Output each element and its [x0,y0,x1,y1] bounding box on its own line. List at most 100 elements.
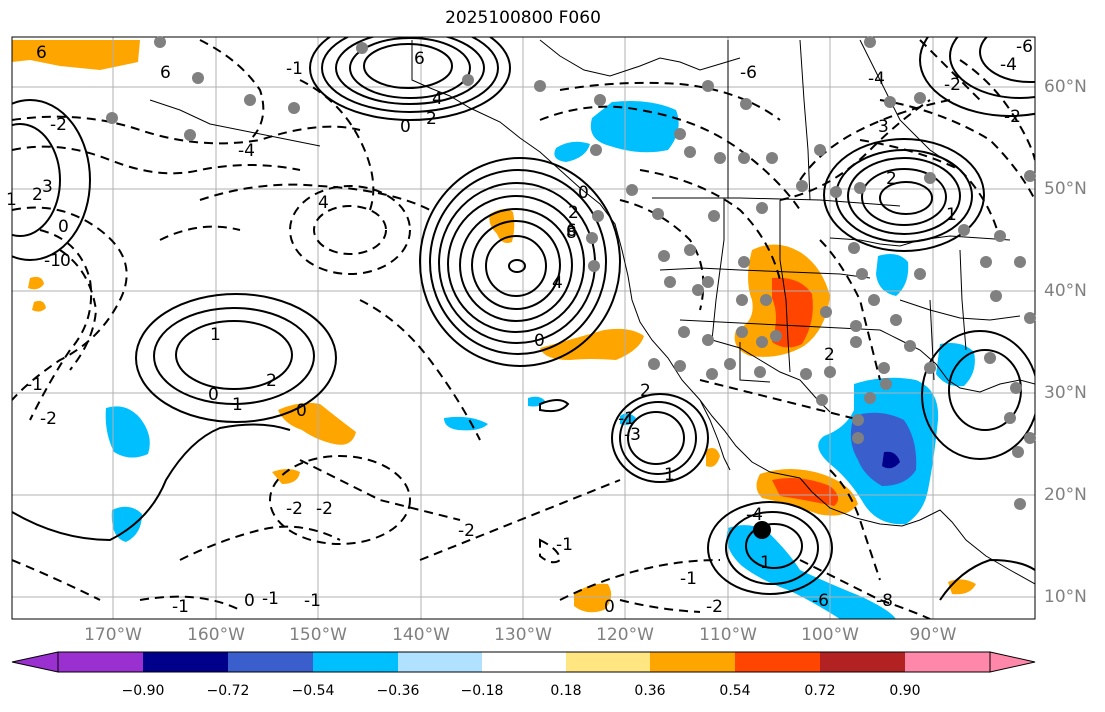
lon-label-140w: 140°W [392,625,450,645]
contour-label: 6 [566,221,577,241]
station-dot [626,184,638,196]
contour-label: 2 [824,345,835,365]
station-dot [736,326,748,338]
station-dot [714,152,726,164]
station-dot [288,102,300,114]
colorbar-tick-label: 0.72 [804,683,836,699]
station-dot [534,80,546,92]
station-dot [1004,412,1016,424]
station-dot [904,340,916,352]
lon-label-170w: 170°W [84,625,142,645]
station-dot [706,368,718,380]
colorbar-segment [143,652,228,672]
lat-label-60n: 60°N [1044,77,1087,97]
contour-label: -6 [1016,37,1033,57]
colorbar-tick-label: 0.54 [719,683,751,699]
colorbar-segment [735,652,820,672]
station-dot [824,366,836,378]
station-dot [766,152,778,164]
station-dot [244,94,256,106]
station-dot [756,336,768,348]
contour-label: 1 [946,205,957,225]
contour-label: -4 [1000,55,1017,75]
contour-label: 1 [210,325,221,345]
station-dot [914,92,926,104]
contour-label: 2 [426,109,437,129]
contour-label: -6 [812,591,829,611]
station-dot [754,366,766,378]
colorbar-frame [57,651,991,673]
station-dot [850,320,862,332]
station-dot [648,358,660,370]
lat-label-10n: 10°N [1044,587,1087,607]
colorbar [11,651,1036,673]
contour-label: 3 [878,117,889,137]
station-dot [852,432,864,444]
station-dot [958,224,970,236]
station-dot [736,294,748,306]
colorbar-tick-label: −0.36 [376,683,420,699]
storm-center-marker [753,521,771,539]
contour-label: 2 [32,185,43,205]
contour-label: -1 [556,535,573,555]
contour-label: -4 [868,69,885,89]
station-dot [864,36,876,48]
lon-label-110w: 110°W [699,625,757,645]
contour-label: 6 [36,43,47,63]
colorbar-segment [566,652,650,672]
contour-label: -2 [944,75,961,95]
station-dot [994,230,1006,242]
colorbar-extend-max [989,651,1036,673]
colorbar-extend-min [11,651,59,673]
station-dot [192,72,204,84]
contour-label: -4 [238,141,255,161]
station-dot [740,98,752,110]
dashed-contours [12,39,1035,619]
station-dot [770,330,782,342]
colorbar-segment [905,652,990,672]
station-dot [652,208,664,220]
lat-label-50n: 50°N [1044,179,1087,199]
station-dot [990,290,1002,302]
lon-label-130w: 130°W [494,625,552,645]
contour-label: 0 [604,597,615,617]
station-dot [154,36,166,48]
station-dot [586,232,598,244]
lon-label-120w: 120°W [596,625,654,645]
station-dot [756,202,768,214]
station-dot [848,242,860,254]
contour-label: -3 [624,425,641,445]
station-dot [356,42,368,54]
station-dot [914,268,926,280]
contour-label: -1 [262,589,279,609]
station-dot [850,336,862,348]
contour-label: -1 [304,591,321,611]
contour-label: -8 [876,591,893,611]
contour-label: 2 [640,381,651,401]
contour-label: 0 [400,117,411,137]
contour-label: 4 [318,193,329,213]
station-dot [592,210,604,222]
contour-label: 6 [414,49,425,69]
contour-label: 4 [432,89,443,109]
colorbar-segment [398,652,482,672]
lat-label-30n: 30°N [1044,383,1087,403]
contour-label: 1 [664,465,675,485]
station-dot [864,392,876,404]
station-dot [830,186,842,198]
colorbar-tick-label: −0.18 [460,683,504,699]
contour-label: 1 [760,553,771,573]
station-dot [796,180,808,192]
contour-label: -2 [458,521,475,541]
station-dot [924,172,936,184]
station-dot [590,144,602,156]
station-dot [1024,170,1036,182]
contour-label: 0 [578,183,589,203]
contour-label: 1 [6,190,17,210]
contour-label: -4 [746,505,763,525]
station-dot [702,80,714,92]
station-dot [692,284,704,296]
station-dot [684,146,696,158]
contour-label: 2 [886,169,897,189]
contour-label: 0 [58,217,69,237]
